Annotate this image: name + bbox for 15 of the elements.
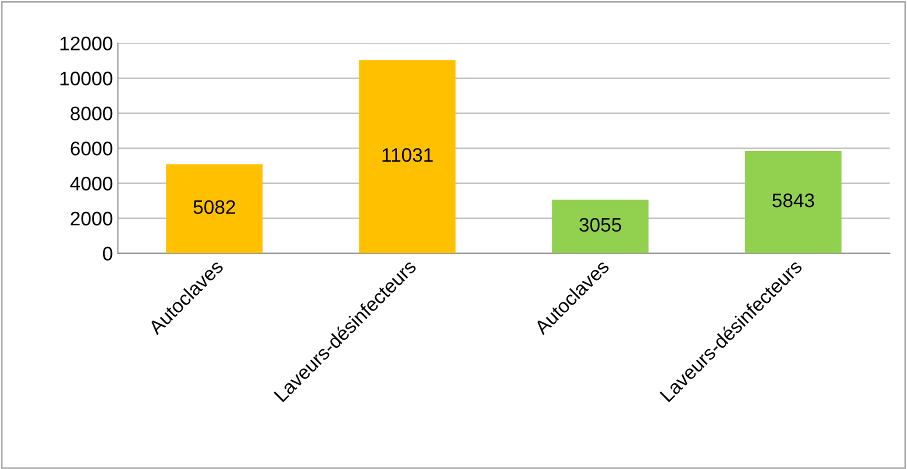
y-tick-label: 0	[102, 246, 112, 260]
bar	[552, 200, 649, 254]
y-tick-label: 10000	[60, 72, 112, 86]
data-label: 11031	[382, 148, 433, 162]
data-label: 3055	[579, 218, 622, 232]
data-label: 5843	[772, 194, 814, 208]
y-tick-label: 4000	[70, 176, 112, 190]
bar	[166, 164, 263, 254]
y-tick-label: 8000	[70, 106, 112, 120]
data-label: 5082	[194, 200, 236, 214]
y-tick-label: 2000	[70, 212, 112, 226]
bar	[745, 150, 842, 254]
bar	[359, 60, 456, 254]
y-tick-label: 6000	[70, 142, 112, 156]
y-tick-label: 12000	[60, 36, 112, 50]
